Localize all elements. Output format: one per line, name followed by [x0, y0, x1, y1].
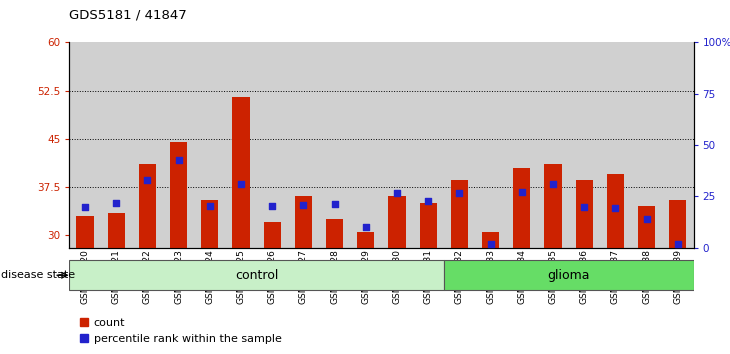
Bar [201, 200, 218, 248]
Bar [170, 142, 187, 248]
Bar [326, 219, 343, 248]
Bar [257, 42, 288, 248]
Bar [638, 206, 656, 248]
Bar [69, 42, 101, 248]
Bar [232, 97, 250, 248]
Bar [475, 42, 507, 248]
Bar [607, 174, 624, 248]
Point [578, 204, 590, 210]
Bar [545, 164, 561, 248]
Bar [513, 167, 531, 248]
Point [453, 190, 465, 196]
Bar [357, 232, 374, 248]
Bar [226, 42, 257, 248]
Bar [319, 42, 350, 248]
Point [142, 177, 153, 183]
Point [204, 203, 215, 209]
Bar [482, 232, 499, 248]
Bar [537, 42, 569, 248]
Bar [631, 42, 662, 248]
Bar [420, 203, 437, 248]
Point [173, 157, 185, 162]
Point [423, 198, 434, 204]
Bar [107, 212, 125, 248]
Bar [662, 42, 694, 248]
Point [391, 190, 403, 196]
Bar [444, 42, 475, 248]
Bar [101, 42, 132, 248]
Bar [264, 222, 281, 248]
Point [548, 181, 559, 187]
Bar [569, 42, 600, 248]
Point [672, 241, 684, 246]
Bar [381, 42, 412, 248]
Bar [388, 196, 406, 248]
Text: glioma: glioma [548, 269, 590, 282]
Point [641, 216, 653, 222]
Point [298, 202, 310, 207]
Point [485, 241, 496, 246]
Bar [295, 196, 312, 248]
Bar [77, 216, 93, 248]
Bar [600, 42, 631, 248]
Bar [412, 42, 444, 248]
Point [360, 224, 372, 230]
Bar [194, 42, 226, 248]
Point [235, 181, 247, 187]
Legend: count, percentile rank within the sample: count, percentile rank within the sample [75, 314, 286, 348]
Text: control: control [235, 269, 278, 282]
Bar [669, 200, 686, 248]
Bar [576, 181, 593, 248]
Bar [131, 42, 163, 248]
Text: GDS5181 / 41847: GDS5181 / 41847 [69, 9, 187, 22]
Point [610, 205, 621, 211]
Point [328, 201, 340, 206]
Point [110, 200, 122, 205]
Bar [350, 42, 381, 248]
Bar [451, 181, 468, 248]
Text: disease state: disease state [1, 270, 76, 280]
Point [516, 189, 528, 195]
Point [266, 203, 278, 209]
Bar [507, 42, 537, 248]
Bar [444, 260, 694, 290]
Bar [288, 42, 319, 248]
Point [79, 204, 91, 210]
Bar [163, 42, 194, 248]
Bar [139, 164, 156, 248]
Bar [69, 260, 444, 290]
